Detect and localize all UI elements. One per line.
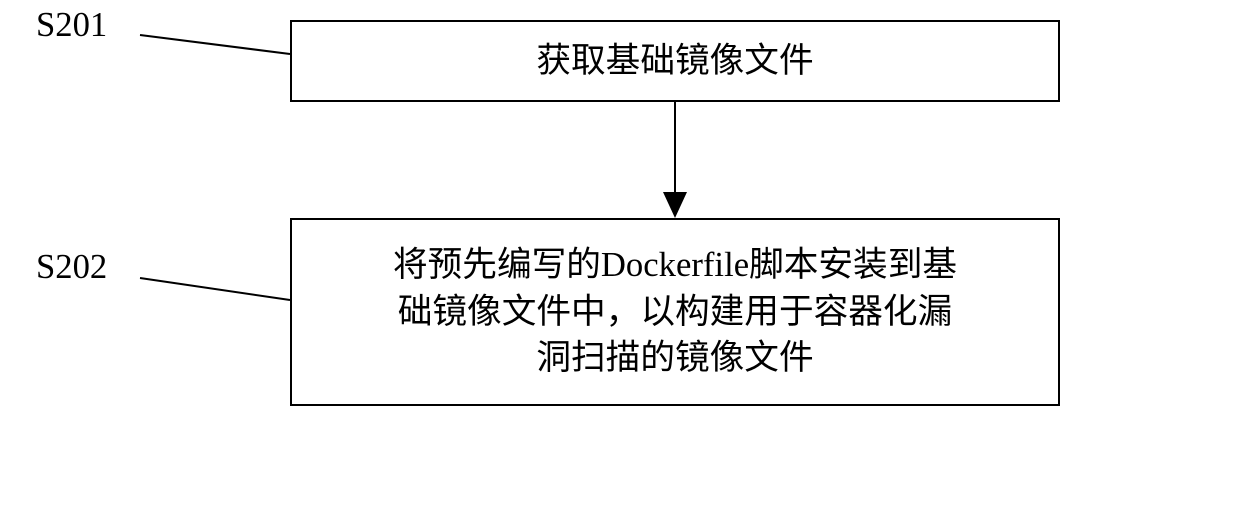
flow-step-1: 获取基础镜像文件	[290, 20, 1060, 102]
step-label-s202: S202	[36, 248, 107, 287]
flow-arrow	[659, 102, 691, 222]
step-label-s201: S201	[36, 6, 107, 45]
label-line-1	[138, 33, 292, 56]
flow-step-1-text: 获取基础镜像文件	[524, 34, 825, 89]
flow-step-2: 将预先编写的Dockerfile脚本安装到基础镜像文件中，以构建用于容器化漏洞扫…	[290, 218, 1060, 406]
flow-step-2-text: 将预先编写的Dockerfile脚本安装到基础镜像文件中，以构建用于容器化漏洞扫…	[381, 238, 969, 386]
label-line-2	[138, 276, 292, 302]
flowchart-canvas: 获取基础镜像文件 将预先编写的Dockerfile脚本安装到基础镜像文件中，以构…	[0, 0, 1240, 506]
